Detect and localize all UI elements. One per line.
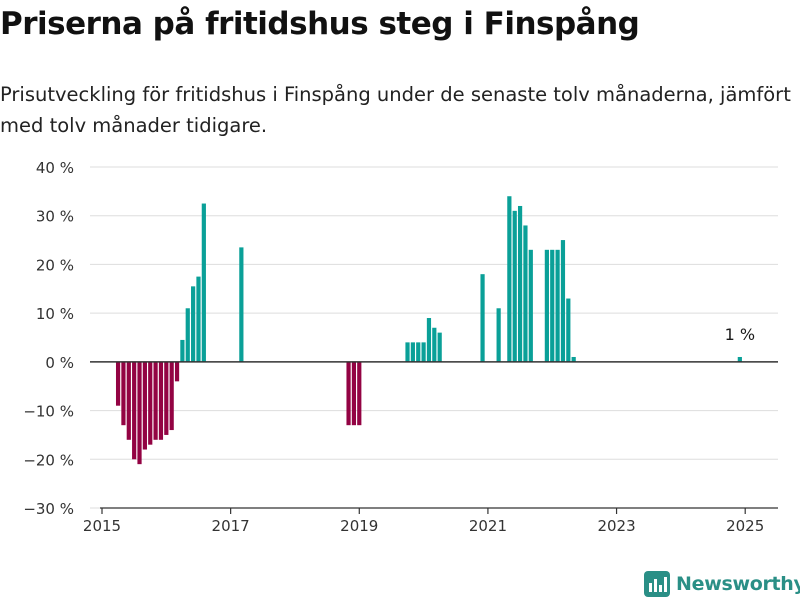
y-tick-label: 40 % [36, 159, 74, 177]
chart-subtitle: Prisutveckling för fritidshus i Finspång… [0, 83, 791, 137]
bar [544, 249, 549, 362]
bar [405, 342, 410, 362]
bar [512, 210, 517, 362]
axes [90, 361, 778, 509]
x-tick-label: 2023 [597, 517, 635, 535]
bar [507, 196, 512, 362]
bar [421, 342, 426, 362]
x-tick-label: 2017 [212, 517, 250, 535]
y-tick-label: 30 % [36, 208, 74, 226]
bar [496, 308, 501, 362]
bar [357, 361, 362, 426]
bar [180, 339, 185, 362]
bar-chart-logo-icon [644, 571, 670, 597]
bar [196, 276, 201, 362]
bar [121, 361, 126, 426]
bar [153, 361, 158, 440]
bar [158, 361, 164, 440]
bar [566, 298, 571, 362]
bar [191, 286, 196, 362]
bar [737, 356, 742, 362]
bar [410, 342, 415, 362]
bar [517, 205, 523, 362]
newsworthy-logo: Newsworthy [644, 568, 800, 600]
y-axis-tick-labels: 40 % 30 % 20 % 10 % 0 % −10 % −20 % −30 % [23, 159, 74, 518]
bar-chart: 40 %30 %20 %10 %0 %−10 %−20 %−30 % 2015 2… [23, 159, 778, 535]
bar [437, 332, 442, 362]
y-tick-label: −10 % [23, 403, 74, 421]
bar [426, 318, 432, 362]
bar [480, 274, 485, 362]
bar [550, 249, 555, 362]
bar [351, 361, 357, 426]
bar [571, 356, 576, 362]
y-tick-label: −30 % [23, 500, 74, 518]
bar [185, 308, 190, 362]
brand-name: Newsworthy [676, 573, 800, 595]
bar [560, 240, 566, 362]
bar [169, 361, 174, 431]
bar [346, 361, 351, 426]
chart-title: Priserna på fritidshus steg i Finspång [0, 6, 640, 42]
bar [142, 361, 147, 450]
bar [148, 361, 153, 445]
bar [115, 361, 121, 406]
bar [239, 247, 244, 362]
x-axis-tick-labels: 2015 2017 2019 2021 2023 2025 [83, 508, 764, 535]
bar [416, 342, 421, 362]
x-tick-label: 2015 [83, 517, 121, 535]
x-tick-label: 2021 [469, 517, 507, 535]
bar [523, 225, 528, 362]
bar [432, 327, 437, 362]
y-tick-label: −20 % [23, 451, 74, 469]
y-tick-label: 20 % [36, 256, 74, 274]
annotations: 1 % [725, 325, 755, 344]
bar [132, 361, 137, 460]
bars [115, 196, 742, 465]
bar [126, 361, 131, 440]
y-tick-label: 0 % [45, 354, 74, 372]
bar [137, 361, 142, 465]
bar [555, 249, 560, 362]
y-tick-label: 10 % [36, 305, 74, 323]
bar [201, 203, 206, 362]
x-tick-label: 2019 [340, 517, 378, 535]
bar [164, 361, 169, 435]
bar [174, 361, 180, 382]
bar [528, 249, 533, 362]
x-tick-label: 2025 [726, 517, 764, 535]
last-value-label: 1 % [725, 325, 755, 344]
